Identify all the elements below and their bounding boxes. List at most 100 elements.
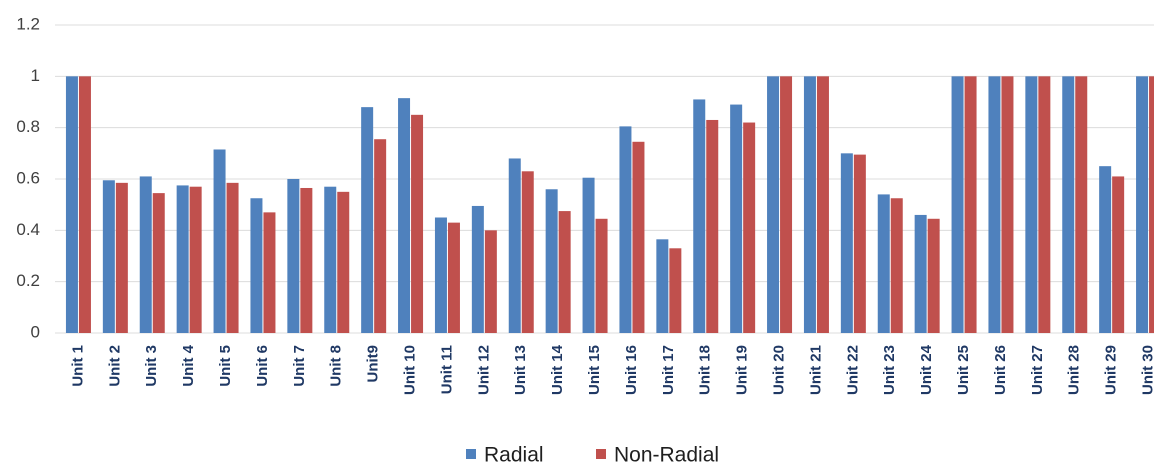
bar bbox=[816, 76, 829, 333]
bar bbox=[213, 149, 226, 333]
x-tick-label: Unit 26 bbox=[992, 345, 1009, 395]
bar bbox=[189, 186, 202, 333]
x-tick-label: Unit 23 bbox=[881, 345, 898, 395]
bar bbox=[558, 211, 571, 333]
x-tick-label: Unit 16 bbox=[623, 345, 640, 395]
x-tick-label: Unit 12 bbox=[475, 345, 492, 395]
x-tick-label: Unit 10 bbox=[402, 345, 419, 395]
y-tick-label: 0.8 bbox=[16, 117, 40, 136]
x-tick-label: Unit 3 bbox=[143, 345, 160, 387]
y-tick-label: 1 bbox=[31, 66, 40, 85]
bar bbox=[447, 222, 460, 333]
bar bbox=[1136, 76, 1149, 333]
bar bbox=[263, 212, 276, 333]
bar bbox=[1099, 166, 1112, 333]
bar bbox=[374, 139, 387, 333]
bar bbox=[743, 122, 756, 334]
x-tick-label: Unit 17 bbox=[660, 345, 677, 395]
bar bbox=[988, 76, 1001, 333]
bar bbox=[1112, 176, 1125, 333]
bar bbox=[152, 193, 165, 333]
x-tick-label: Unit 28 bbox=[1066, 345, 1083, 395]
bar bbox=[706, 119, 719, 333]
y-tick-label: 0.6 bbox=[16, 168, 40, 187]
bar bbox=[102, 180, 115, 333]
bar bbox=[484, 230, 497, 333]
x-tick-label: Unit 30 bbox=[1140, 345, 1154, 395]
bar bbox=[1025, 76, 1038, 333]
bar bbox=[840, 153, 853, 333]
y-tick-label: 0.2 bbox=[16, 271, 40, 290]
y-tick-label: 0.4 bbox=[16, 220, 40, 239]
bar bbox=[730, 104, 743, 333]
x-tick-label: Unit 5 bbox=[217, 345, 234, 387]
x-tick-label: Unit9 bbox=[365, 345, 382, 383]
bar bbox=[890, 198, 903, 333]
x-tick-label: Unit 11 bbox=[438, 345, 455, 394]
x-tick-label: Unit 29 bbox=[1103, 345, 1120, 395]
bar bbox=[434, 217, 447, 333]
bar bbox=[1149, 76, 1154, 333]
bar bbox=[139, 176, 152, 333]
x-tick-label: Unit 13 bbox=[512, 345, 529, 395]
bar bbox=[1075, 76, 1088, 333]
bar bbox=[914, 214, 927, 333]
x-tick-label: Unit 1 bbox=[69, 345, 86, 387]
bar bbox=[669, 248, 682, 333]
y-tick-label: 0 bbox=[31, 322, 40, 341]
bar bbox=[803, 76, 816, 333]
bar bbox=[1062, 76, 1075, 333]
bar bbox=[361, 107, 374, 333]
bar bbox=[226, 182, 239, 333]
x-tick-label: Unit 18 bbox=[697, 345, 714, 395]
x-tick-label: Unit 14 bbox=[549, 344, 566, 395]
bar bbox=[115, 182, 128, 333]
x-tick-label: Unit 22 bbox=[844, 345, 861, 395]
x-tick-label: Unit 24 bbox=[918, 344, 935, 395]
x-tick-label: Unit 8 bbox=[328, 345, 345, 387]
bar bbox=[693, 99, 706, 333]
bar bbox=[545, 189, 558, 333]
bar bbox=[1038, 76, 1051, 333]
bar bbox=[853, 154, 866, 333]
bar bbox=[78, 76, 91, 333]
x-tick-label: Unit 20 bbox=[771, 345, 788, 395]
bar bbox=[951, 76, 964, 333]
bar bbox=[300, 187, 313, 333]
bar bbox=[780, 76, 793, 333]
bar bbox=[877, 194, 890, 333]
bar bbox=[337, 191, 350, 333]
x-tick-label: Unit 25 bbox=[955, 345, 972, 395]
bar bbox=[471, 205, 484, 333]
x-tick-label: Unit 2 bbox=[106, 345, 123, 387]
x-tick-label: Unit 21 bbox=[807, 345, 824, 395]
bar bbox=[250, 198, 263, 333]
x-tick-label: Unit 4 bbox=[180, 344, 197, 386]
x-tick-label: Unit 6 bbox=[254, 345, 271, 387]
bar bbox=[927, 218, 940, 333]
legend-label: Non-Radial bbox=[614, 444, 719, 466]
y-tick-label: 1.2 bbox=[16, 14, 40, 33]
legend-swatch bbox=[596, 449, 606, 459]
bar bbox=[656, 239, 669, 333]
bar bbox=[411, 114, 424, 333]
bar bbox=[287, 179, 300, 333]
bar bbox=[65, 76, 78, 333]
bar bbox=[582, 177, 595, 333]
bar bbox=[324, 186, 337, 333]
bar bbox=[521, 171, 534, 333]
bar bbox=[619, 126, 632, 333]
x-tick-label: Unit 15 bbox=[586, 345, 603, 395]
bar bbox=[176, 185, 189, 333]
x-tick-label: Unit 19 bbox=[734, 345, 751, 395]
bar bbox=[508, 158, 521, 333]
x-tick-label: Unit 27 bbox=[1029, 345, 1046, 395]
bar bbox=[632, 141, 645, 333]
bar bbox=[767, 76, 780, 333]
legend-swatch bbox=[466, 449, 476, 459]
bar bbox=[398, 98, 411, 334]
legend-label: Radial bbox=[484, 444, 544, 466]
bar bbox=[595, 218, 608, 333]
bar bbox=[964, 76, 977, 333]
